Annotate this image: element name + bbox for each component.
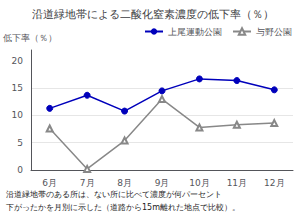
svg-text:6月: 6月	[42, 178, 57, 188]
svg-text:与野公園: 与野公園	[256, 27, 292, 37]
svg-text:8月: 8月	[117, 178, 132, 188]
svg-text:低下率（％）: 低下率（％）	[3, 33, 57, 43]
svg-text:20: 20	[12, 56, 24, 66]
svg-text:10月: 10月	[189, 178, 209, 188]
svg-text:0: 0	[17, 165, 23, 175]
svg-text:5: 5	[17, 138, 23, 148]
svg-text:9月: 9月	[155, 178, 170, 188]
svg-text:15: 15	[12, 83, 23, 93]
svg-text:12月: 12月	[264, 178, 284, 188]
svg-text:下がったかを月別に示した（道路から15m離れた地点で比較）。: 下がったかを月別に示した（道路から15m離れた地点で比較）。	[6, 203, 240, 212]
svg-text:沿道緑地帯による二酸化窒素濃度の低下率（％）: 沿道緑地帯による二酸化窒素濃度の低下率（％）	[32, 8, 274, 21]
svg-text:沿道緑地帯のある所は、ない所に比べて濃度が何パーセント: 沿道緑地帯のある所は、ない所に比べて濃度が何パーセント	[6, 190, 222, 199]
svg-text:上尾運動公園: 上尾運動公園	[168, 27, 222, 37]
svg-text:7月: 7月	[80, 178, 95, 188]
svg-text:11月: 11月	[227, 178, 247, 188]
svg-text:10: 10	[12, 110, 24, 120]
